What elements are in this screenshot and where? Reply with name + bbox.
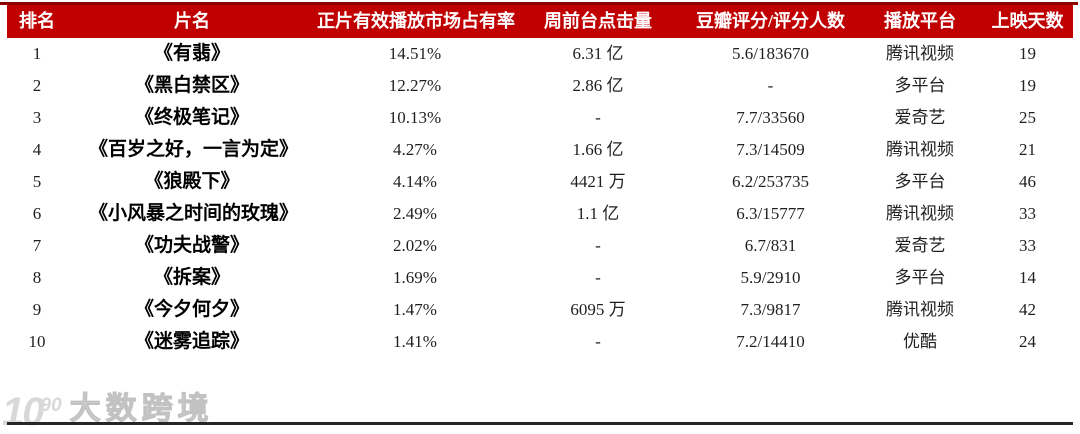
cell-title: 《今夕何夕》 bbox=[134, 299, 249, 320]
cell-share: 2.02% bbox=[393, 236, 437, 255]
cell-platform: 腾讯视频 bbox=[886, 44, 954, 63]
cell-share: 2.49% bbox=[393, 204, 437, 223]
watermark-logo-superscript: 90 bbox=[40, 395, 62, 416]
cell-douban: 6.3/15777 bbox=[736, 204, 805, 223]
cell-title: 《迷雾追踪》 bbox=[134, 331, 249, 352]
cell-title: 《狼殿下》 bbox=[144, 171, 240, 192]
cell-douban: 7.2/14410 bbox=[736, 332, 805, 351]
cell-title: 《功夫战警》 bbox=[134, 235, 249, 256]
cell-title: 《百岁之好，一言为定》 bbox=[89, 139, 299, 160]
cell-clicks: 1.1 亿 bbox=[576, 204, 620, 223]
cell-title: 《拆案》 bbox=[153, 267, 230, 288]
watermark: 1090 大数跨境 bbox=[2, 384, 214, 434]
cell-days: 33 bbox=[1019, 204, 1036, 223]
table-bottom-border bbox=[7, 422, 1073, 425]
column-header-days: 上映天数 bbox=[991, 11, 1064, 31]
cell-douban: 6.2/253735 bbox=[732, 172, 809, 191]
cell-title: 《小风暴之时间的玫瑰》 bbox=[89, 203, 299, 224]
cell-rank: 10 bbox=[28, 332, 46, 351]
table-top-border bbox=[0, 2, 1078, 5]
watermark-logo-text: 10 bbox=[2, 390, 44, 434]
cell-days: 14 bbox=[1019, 268, 1036, 287]
cell-clicks: 6.31 亿 bbox=[572, 44, 624, 63]
table-row: 7 《功夫战警》 2.02% - 6.7/831 爱奇艺 33 bbox=[7, 230, 1073, 262]
cell-days: 42 bbox=[1019, 300, 1036, 319]
cell-clicks: - bbox=[595, 332, 601, 351]
table-row: 9 《今夕何夕》 1.47% 6095 万 7.3/9817 腾讯视频 42 bbox=[7, 294, 1073, 326]
cell-douban: 5.6/183670 bbox=[732, 44, 809, 63]
cell-douban: 7.3/9817 bbox=[740, 300, 801, 319]
column-header-clicks: 周前台点击量 bbox=[544, 11, 652, 31]
cell-title: 《有翡》 bbox=[153, 43, 230, 64]
cell-platform: 多平台 bbox=[894, 172, 946, 191]
cell-days: 21 bbox=[1019, 140, 1036, 159]
cell-days: 24 bbox=[1019, 332, 1036, 351]
cell-platform: 爱奇艺 bbox=[894, 236, 946, 255]
cell-douban: 7.7/33560 bbox=[736, 108, 805, 127]
cell-platform: 多平台 bbox=[894, 76, 946, 95]
cell-platform: 爱奇艺 bbox=[894, 108, 946, 127]
cell-platform: 腾讯视频 bbox=[886, 204, 954, 223]
cell-rank: 2 bbox=[32, 76, 42, 95]
cell-days: 19 bbox=[1019, 76, 1036, 95]
cell-share: 1.69% bbox=[393, 268, 437, 287]
table-row: 4 《百岁之好，一言为定》 4.27% 1.66 亿 7.3/14509 腾讯视频 21 bbox=[7, 134, 1073, 166]
cell-clicks: 6095 万 bbox=[570, 300, 626, 319]
column-header-share: 正片有效播放市场占有率 bbox=[317, 11, 515, 31]
column-header-title: 片名 bbox=[174, 11, 210, 31]
cell-clicks: - bbox=[595, 236, 601, 255]
table-row: 1 《有翡》 14.51% 6.31 亿 5.6/183670 腾讯视频 19 bbox=[7, 38, 1073, 70]
cell-clicks: 2.86 亿 bbox=[572, 76, 624, 95]
cell-title: 《黑白禁区》 bbox=[134, 75, 249, 96]
cell-rank: 8 bbox=[32, 268, 42, 287]
cell-share: 14.51% bbox=[388, 44, 442, 63]
table-row: 5 《狼殿下》 4.14% 4421 万 6.2/253735 多平台 46 bbox=[7, 166, 1073, 198]
cell-rank: 9 bbox=[32, 300, 42, 319]
table-row: 10 《迷雾追踪》 1.41% - 7.2/14410 优酷 24 bbox=[7, 326, 1073, 358]
cell-douban: 5.9/2910 bbox=[740, 268, 801, 287]
cell-clicks: - bbox=[595, 108, 601, 127]
cell-title: 《终极笔记》 bbox=[134, 107, 249, 128]
table-body: 1 《有翡》 14.51% 6.31 亿 5.6/183670 腾讯视频 19 2 《黑白禁区》… bbox=[7, 38, 1073, 358]
cell-share: 10.13% bbox=[388, 108, 442, 127]
table-header-row: 排名 片名 正片有效播放市场占有率 周前台点击量 豆瓣评分/评分人数 播放平台 … bbox=[7, 5, 1073, 38]
cell-days: 25 bbox=[1019, 108, 1036, 127]
table-row: 8 《拆案》 1.69% - 5.9/2910 多平台 14 bbox=[7, 262, 1073, 294]
cell-clicks: 1.66 亿 bbox=[572, 140, 624, 159]
cell-share: 1.47% bbox=[393, 300, 437, 319]
cell-platform: 腾讯视频 bbox=[886, 140, 954, 159]
cell-rank: 7 bbox=[32, 236, 42, 255]
cell-rank: 1 bbox=[32, 44, 42, 63]
cell-share: 4.27% bbox=[393, 140, 437, 159]
watermark-text: 大数跨境 bbox=[69, 391, 214, 427]
cell-clicks: 4421 万 bbox=[570, 172, 626, 191]
cell-share: 12.27% bbox=[388, 76, 442, 95]
cell-douban: - bbox=[767, 76, 774, 95]
cell-douban: 6.7/831 bbox=[744, 236, 797, 255]
cell-douban: 7.3/14509 bbox=[736, 140, 805, 159]
cell-rank: 6 bbox=[32, 204, 42, 223]
cell-days: 46 bbox=[1019, 172, 1036, 191]
cell-rank: 4 bbox=[32, 140, 42, 159]
column-header-rank: 排名 bbox=[19, 11, 55, 31]
cell-rank: 3 bbox=[32, 108, 42, 127]
cell-rank: 5 bbox=[32, 172, 42, 191]
cell-days: 19 bbox=[1019, 44, 1036, 63]
cell-share: 4.14% bbox=[393, 172, 437, 191]
column-header-douban: 豆瓣评分/评分人数 bbox=[695, 11, 845, 31]
cell-platform: 腾讯视频 bbox=[886, 300, 954, 319]
column-header-platform: 播放平台 bbox=[884, 11, 956, 31]
cell-share: 1.41% bbox=[393, 332, 437, 351]
cell-platform: 优酷 bbox=[903, 332, 937, 351]
cell-platform: 多平台 bbox=[894, 268, 946, 287]
watermark-logo-icon: 1090 bbox=[2, 384, 62, 434]
table-row: 2 《黑白禁区》 12.27% 2.86 亿 - 多平台 19 bbox=[7, 70, 1073, 102]
cell-clicks: - bbox=[595, 268, 601, 287]
cell-days: 33 bbox=[1019, 236, 1036, 255]
ranking-table: 排名 片名 正片有效播放市场占有率 周前台点击量 豆瓣评分/评分人数 播放平台 … bbox=[7, 5, 1073, 358]
table-row: 3 《终极笔记》 10.13% - 7.7/33560 爱奇艺 25 bbox=[7, 102, 1073, 134]
table-row: 6 《小风暴之时间的玫瑰》 2.49% 1.1 亿 6.3/15777 腾讯视频 33 bbox=[7, 198, 1073, 230]
